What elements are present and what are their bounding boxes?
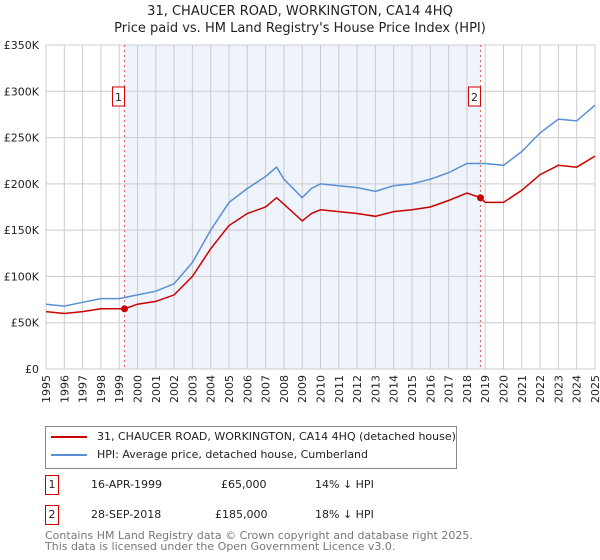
sale-date: 16-APR-1999 (91, 478, 163, 491)
x-tick-label: 2022 (534, 375, 547, 403)
sale-price: £185,000 (215, 508, 268, 521)
sale-badge: 1 (45, 475, 59, 495)
x-tick-label: 2004 (205, 375, 218, 403)
sale-hpi: 14% ↓ HPI (315, 478, 374, 491)
footer-licence: This data is licensed under the Open Gov… (45, 540, 396, 553)
sale-hpi: 18% ↓ HPI (315, 508, 374, 521)
sale-marker-badge (467, 86, 481, 107)
sale-point (121, 305, 129, 313)
series-line (45, 104, 596, 307)
legend: 31, CHAUCER ROAD, WORKINGTON, CA14 4HQ (… (45, 426, 457, 469)
legend-item-property: 31, CHAUCER ROAD, WORKINGTON, CA14 4HQ (… (51, 430, 456, 443)
x-tick-label: 2008 (278, 375, 291, 403)
y-tick-label: £100K (4, 270, 40, 283)
legend-item-hpi: HPI: Average price, detached house, Cumb… (51, 448, 368, 461)
x-tick-label: 2023 (552, 375, 565, 403)
legend-swatch-blue (51, 453, 87, 456)
x-tick-label: 1995 (40, 375, 53, 403)
x-tick-label: 2001 (150, 375, 163, 403)
y-tick-label: £0 (25, 363, 39, 376)
series-line (45, 155, 596, 315)
y-tick-label: £300K (4, 85, 40, 98)
sale-marker-label: 1 (115, 91, 122, 104)
x-tick-label: 2007 (260, 375, 273, 403)
sale-price: £65,000 (221, 478, 267, 491)
x-tick-label: 2006 (241, 375, 254, 403)
x-tick-label: 1999 (113, 375, 126, 403)
legend-label: HPI: Average price, detached house, Cumb… (97, 448, 369, 461)
y-tick-label: £200K (4, 178, 40, 191)
x-tick-label: 2019 (479, 375, 492, 403)
y-tick-label: £150K (4, 224, 40, 237)
y-tick-label: £350K (4, 39, 40, 52)
x-tick-label: 2020 (498, 375, 511, 403)
x-tick-label: 2010 (315, 375, 328, 403)
chart-title: 31, CHAUCER ROAD, WORKINGTON, CA14 4HQ (147, 4, 453, 19)
x-tick-label: 2021 (516, 375, 529, 403)
x-tick-label: 2025 (589, 375, 600, 403)
y-tick-label: £50K (11, 317, 40, 330)
sale-date: 28-SEP-2018 (91, 508, 162, 521)
x-tick-label: 2000 (132, 375, 145, 403)
sale-marker-label: 2 (471, 91, 478, 104)
legend-swatch-red (51, 435, 87, 438)
x-tick-label: 2013 (369, 375, 382, 403)
chart-subtitle: Price paid vs. HM Land Registry's House … (114, 21, 486, 36)
x-tick-label: 2024 (571, 375, 584, 403)
plot-area: 1995 1996 1997 1998 1999 2000 2001 2002 2003 2004… (4, 39, 600, 403)
x-tick-label: 1996 (58, 375, 71, 403)
x-tick-label: 2009 (296, 375, 309, 403)
x-tick-label: 2017 (443, 375, 456, 403)
footer: Contains HM Land Registry data © Crown c… (45, 530, 473, 552)
x-tick-label: 2014 (388, 375, 401, 403)
x-tick-label: 2005 (223, 375, 236, 403)
footer-copyright: Contains HM Land Registry data © Crown c… (45, 529, 473, 542)
x-tick-label: 2003 (186, 375, 199, 403)
sale-marker-badge (112, 86, 126, 107)
legend-label: 31, CHAUCER ROAD, WORKINGTON, CA14 4HQ (… (97, 430, 456, 443)
x-tick-label: 1997 (77, 375, 90, 403)
x-tick-label: 2012 (351, 375, 364, 403)
x-tick-label: 2018 (461, 375, 474, 403)
x-tick-label: 2011 (333, 375, 346, 403)
y-tick-label: £250K (4, 132, 40, 145)
sale-point (476, 194, 484, 202)
sale-badge: 2 (45, 505, 59, 525)
x-tick-label: 1998 (95, 375, 108, 403)
x-tick-label: 2016 (424, 375, 437, 403)
x-tick-label: 2015 (406, 375, 419, 403)
x-tick-label: 2002 (168, 375, 181, 403)
